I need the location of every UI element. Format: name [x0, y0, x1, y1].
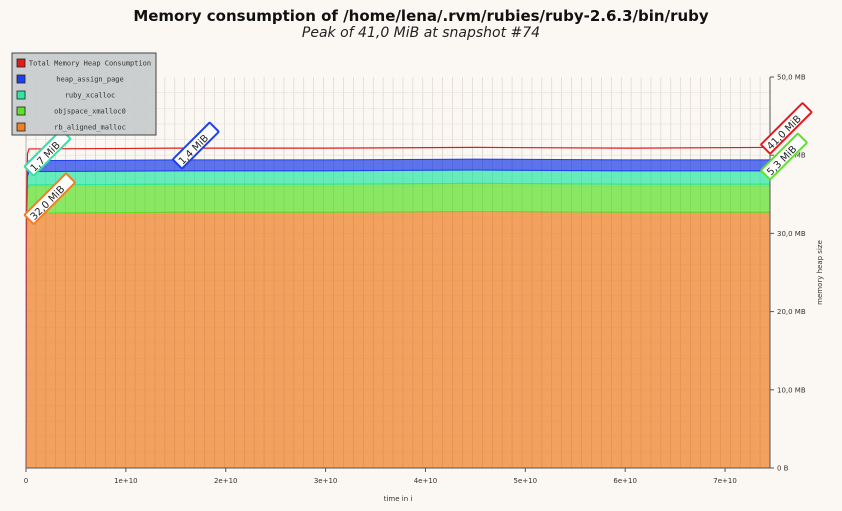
legend-swatch	[16, 74, 26, 84]
y-tick-label: 50,0 MB	[777, 74, 806, 82]
x-tick-label: 6e+10	[613, 477, 637, 485]
y-tick-label: 20,0 MB	[777, 308, 806, 316]
chart-subtitle: Peak of 41,0 MiB at snapshot #74	[301, 25, 541, 41]
x-tick-label: 0	[24, 477, 28, 485]
callout-box	[760, 132, 808, 181]
legend-swatch	[16, 106, 26, 116]
callout-box	[23, 172, 76, 225]
x-tick-label: 5e+10	[514, 477, 538, 485]
legend-label: heap_assign_page	[56, 76, 123, 84]
total-memory-line	[25, 146, 771, 469]
legend-label: ruby_xcalloc	[65, 92, 116, 100]
chart-title: Memory consumption of /home/lena/.rvm/ru…	[133, 7, 709, 25]
series-area-rb-aligned-malloc	[25, 211, 771, 469]
callout-box	[172, 121, 220, 170]
x-tick-label: 7e+10	[713, 477, 737, 485]
x-tick-label: 1e+10	[114, 477, 138, 485]
legend-box	[11, 52, 157, 136]
y-axis-label: memory heap size	[816, 240, 824, 305]
legend-swatch	[16, 58, 26, 68]
legend-swatch	[16, 122, 26, 132]
legend-label: Total Memory Heap Consumption	[29, 60, 151, 68]
legend-swatch	[16, 90, 26, 100]
y-tick-label: 30,0 MB	[777, 230, 806, 238]
y-tick-label: 0 B	[777, 465, 789, 473]
x-axis-label: time in i	[384, 495, 413, 503]
x-tick-label: 4e+10	[414, 477, 438, 485]
x-tick-label: 3e+10	[314, 477, 338, 485]
x-tick-label: 2e+10	[214, 477, 238, 485]
callout-box	[760, 102, 813, 155]
y-tick-label: 10,0 MB	[777, 386, 806, 394]
legend-label: rb_aligned_malloc	[54, 124, 126, 132]
legend-label: objspace_xmalloc0	[54, 108, 126, 116]
